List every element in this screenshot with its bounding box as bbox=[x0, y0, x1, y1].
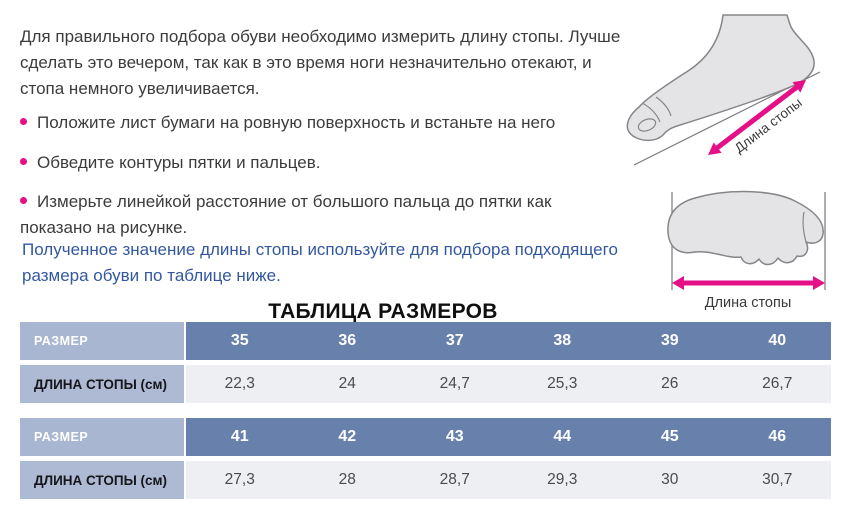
size-row: РАЗМЕР 35 36 37 38 39 40 bbox=[20, 322, 831, 360]
length-value-cell: 28 bbox=[338, 471, 356, 488]
size-value-cell: 40 bbox=[768, 332, 787, 349]
size-value-cell: 45 bbox=[660, 428, 679, 445]
length-value-cell: 28,7 bbox=[439, 471, 470, 488]
size-row-header: РАЗМЕР bbox=[20, 322, 184, 360]
size-value-cell: 41 bbox=[230, 428, 249, 445]
length-row-header: ДЛИНА СТОПЫ (см) bbox=[20, 461, 184, 499]
measure-arrow bbox=[708, 80, 806, 155]
toe-line bbox=[655, 96, 672, 117]
toe-line bbox=[641, 102, 661, 123]
size-value-cell: 37 bbox=[445, 332, 464, 349]
length-value-cell: 24,7 bbox=[439, 375, 470, 392]
foot-sole-illustration: Длина стопы bbox=[645, 186, 845, 314]
size-value-cell: 46 bbox=[768, 428, 787, 445]
length-value-cell: 22,3 bbox=[224, 375, 255, 392]
length-value-cell: 25,3 bbox=[547, 375, 578, 392]
size-value-cell: 38 bbox=[553, 332, 572, 349]
foot-sole-shape bbox=[667, 190, 824, 266]
bullet-dot-icon bbox=[20, 118, 27, 126]
instruction-item-1: Положите лист бумаги на ровную поверхнос… bbox=[20, 110, 616, 136]
size-value-cell: 35 bbox=[230, 332, 249, 349]
size-table-41-46: РАЗМЕР 41 42 43 44 45 46 ДЛИНА СТОПЫ (см… bbox=[20, 418, 831, 504]
size-value-cell: 39 bbox=[660, 332, 679, 349]
size-value-cell: 43 bbox=[445, 428, 464, 445]
length-value-cell: 29,3 bbox=[547, 471, 578, 488]
length-value-cell: 30 bbox=[661, 471, 679, 488]
bullet-dot-icon bbox=[20, 158, 27, 166]
length-row: ДЛИНА СТОПЫ (см) 27,3 28 28,7 29,3 30 30… bbox=[20, 461, 831, 499]
length-value-cell: 24 bbox=[338, 375, 356, 392]
foot-length-label: Длина стопы bbox=[705, 295, 792, 311]
length-value-cell: 26,7 bbox=[762, 375, 793, 392]
size-table-title: ТАБЛИЦА РАЗМЕРОВ bbox=[268, 300, 498, 324]
foot-side-shape bbox=[626, 14, 815, 142]
intro-paragraph: Для правильного подбора обуви необходимо… bbox=[20, 27, 621, 98]
instruction-text: Измерьте линейкой расстояние от большого… bbox=[20, 192, 552, 237]
size-value-cell: 42 bbox=[338, 428, 357, 445]
length-value-cell: 27,3 bbox=[224, 471, 255, 488]
length-row: ДЛИНА СТОПЫ (см) 22,3 24 24,7 25,3 26 26… bbox=[20, 365, 831, 403]
bullet-dot-icon bbox=[20, 197, 27, 205]
length-row-header: ДЛИНА СТОПЫ (см) bbox=[20, 365, 184, 403]
length-value-cell: 26 bbox=[661, 375, 679, 392]
size-row-header: РАЗМЕР bbox=[20, 418, 184, 456]
instruction-item-3: Измерьте линейкой расстояние от большого… bbox=[20, 189, 616, 241]
foot-side-illustration: Длина стопы bbox=[620, 8, 850, 173]
size-value-cell: 44 bbox=[553, 428, 572, 445]
instruction-text: Положите лист бумаги на ровную поверхнос… bbox=[37, 113, 556, 132]
instruction-text: Обведите контуры пятки и пальцев. bbox=[37, 153, 321, 172]
instruction-item-2: Обведите контуры пятки и пальцев. bbox=[20, 150, 616, 176]
measurement-note: Полученное значение длины стопы использу… bbox=[22, 240, 618, 285]
size-value-cell: 36 bbox=[338, 332, 357, 349]
length-value-cell: 30,7 bbox=[762, 471, 793, 488]
size-table-35-40: РАЗМЕР 35 36 37 38 39 40 ДЛИНА СТОПЫ (см… bbox=[20, 322, 831, 408]
toenail bbox=[637, 118, 657, 132]
toe-line bbox=[802, 211, 807, 243]
measure-arrow bbox=[672, 276, 825, 290]
size-row: РАЗМЕР 41 42 43 44 45 46 bbox=[20, 418, 831, 456]
